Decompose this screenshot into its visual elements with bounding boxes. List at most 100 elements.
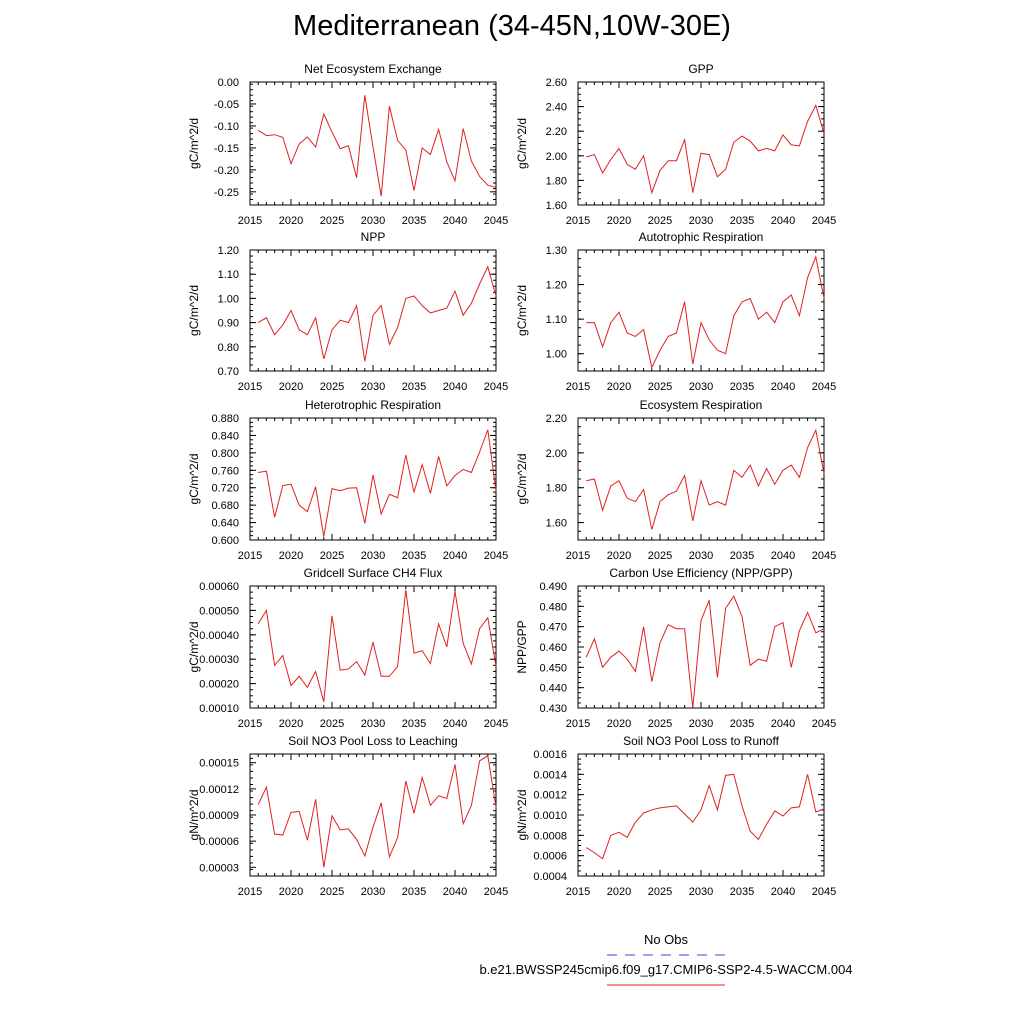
y-tick-label: -0.05 <box>214 99 239 111</box>
x-tick-label: 2025 <box>320 550 344 562</box>
x-tick-label: 2025 <box>320 718 344 730</box>
y-tick-label: 0.470 <box>539 622 567 634</box>
plot-frame <box>249 585 497 709</box>
x-tick-label: 2025 <box>648 886 672 898</box>
y-tick-label: 0.0008 <box>533 830 567 842</box>
x-tick-label: 2040 <box>443 550 467 562</box>
y-axis-label: gN/m^2/d <box>515 790 529 841</box>
y-tick-label: 0.460 <box>539 642 567 654</box>
chart-panel: Autotrophic Respiration gC/m^2/d 2015 2020 2… <box>515 230 836 393</box>
x-tick-label: 2040 <box>771 381 795 393</box>
x-tick-label: 2020 <box>607 381 631 393</box>
plot-frame <box>577 249 825 372</box>
x-tick-label: 2035 <box>402 215 426 227</box>
x-tick-label: 2035 <box>402 886 426 898</box>
panel-title: Heterotrophic Respiration <box>305 398 441 412</box>
panel-title: GPP <box>688 62 713 76</box>
series-line <box>586 104 825 195</box>
x-tick-label: 2020 <box>279 381 303 393</box>
chart-panel: Gridcell Surface CH4 Flux gC/m^2/d 2015 202… <box>187 566 508 730</box>
panel-title: Soil NO3 Pool Loss to Runoff <box>623 734 780 748</box>
y-tick-label: 2.00 <box>546 448 567 460</box>
y-tick-label: 0.800 <box>211 448 239 460</box>
x-tick-label: 2015 <box>566 215 590 227</box>
y-tick-label: 0.80 <box>218 342 239 354</box>
y-tick-label: 0.00050 <box>199 605 239 617</box>
series-line <box>586 428 825 530</box>
series-line <box>585 595 825 709</box>
x-tick-label: 2020 <box>607 550 631 562</box>
panel-title: Gridcell Surface CH4 Flux <box>304 566 443 580</box>
chart-panel: Net Ecosystem Exchange gC/m^2/d 2015 2020 20… <box>187 62 508 227</box>
x-tick-label: 2035 <box>402 381 426 393</box>
y-tick-label: 2.40 <box>546 102 567 114</box>
x-tick-label: 2015 <box>566 718 590 730</box>
y-axis-label: gC/m^2/d <box>187 285 201 336</box>
x-tick-label: 2020 <box>607 886 631 898</box>
x-tick-label: 2035 <box>402 718 426 730</box>
x-tick-label: 2025 <box>320 215 344 227</box>
y-axis-label: NPP/GPP <box>515 620 529 673</box>
x-tick-label: 2015 <box>238 550 262 562</box>
x-tick-label: 2030 <box>689 381 713 393</box>
y-axis-label: gC/m^2/d <box>187 622 201 673</box>
y-tick-label: 0.600 <box>211 535 239 547</box>
x-tick-label: 2045 <box>812 215 836 227</box>
plot-frame <box>249 753 497 877</box>
x-tick-label: 2030 <box>689 886 713 898</box>
y-tick-label: 0.0014 <box>533 769 567 781</box>
x-tick-label: 2025 <box>648 550 672 562</box>
series-line <box>257 95 497 197</box>
x-tick-label: 2015 <box>566 381 590 393</box>
y-tick-label: 0.840 <box>211 430 239 442</box>
y-tick-label: 0.00015 <box>199 758 239 770</box>
y-tick-label: 0.00003 <box>199 862 239 874</box>
y-axis-label: gC/m^2/d <box>515 285 529 336</box>
plot-frame <box>577 753 825 877</box>
chart-panel: Ecosystem Respiration gC/m^2/d 2015 2020 202… <box>515 398 836 562</box>
y-tick-label: 0.0004 <box>533 871 567 883</box>
y-tick-label: 1.20 <box>546 280 567 292</box>
plot-frame <box>577 417 825 541</box>
y-tick-label: 1.00 <box>546 349 567 361</box>
chart-panel: Soil NO3 Pool Loss to Runoff gN/m^2/d 2015… <box>515 734 836 898</box>
y-tick-label: 0.0012 <box>533 790 567 802</box>
panel-title: Carbon Use Efficiency (NPP/GPP) <box>609 566 792 580</box>
x-tick-label: 2030 <box>361 718 385 730</box>
y-tick-label: 1.60 <box>546 200 567 212</box>
x-tick-label: 2030 <box>361 215 385 227</box>
x-tick-label: 2045 <box>484 215 508 227</box>
y-axis-label: gC/m^2/d <box>515 118 529 169</box>
y-tick-label: 1.30 <box>546 245 567 257</box>
x-tick-label: 2045 <box>484 381 508 393</box>
y-tick-label: 0.480 <box>539 601 567 613</box>
x-tick-label: 2030 <box>361 381 385 393</box>
y-tick-label: -0.15 <box>214 143 239 155</box>
panel-title: NPP <box>361 230 386 244</box>
y-tick-label: 0.880 <box>211 413 239 425</box>
x-tick-label: 2045 <box>484 886 508 898</box>
y-tick-label: 0.0016 <box>533 749 567 761</box>
y-tick-label: 2.20 <box>546 413 567 425</box>
y-tick-label: 1.80 <box>546 483 567 495</box>
y-tick-label: 1.20 <box>218 245 239 257</box>
y-tick-label: 0.760 <box>211 465 239 477</box>
legend-no-obs-label: No Obs <box>643 932 689 947</box>
x-tick-label: 2020 <box>279 718 303 730</box>
y-tick-label: 2.60 <box>546 77 567 89</box>
x-tick-label: 2045 <box>484 550 508 562</box>
x-tick-label: 2045 <box>812 886 836 898</box>
y-tick-label: 0.440 <box>539 683 567 695</box>
x-tick-label: 2035 <box>402 550 426 562</box>
x-tick-label: 2015 <box>238 215 262 227</box>
y-tick-label: 0.00040 <box>199 630 239 642</box>
x-tick-label: 2020 <box>279 886 303 898</box>
y-tick-label: 0.00020 <box>199 679 239 691</box>
y-tick-label: 1.10 <box>546 314 567 326</box>
x-tick-label: 2045 <box>812 381 836 393</box>
x-tick-label: 2035 <box>730 886 754 898</box>
y-tick-label: 0.90 <box>218 318 239 330</box>
chart-panel: Carbon Use Efficiency (NPP/GPP) NPP/GPP 20… <box>515 566 836 730</box>
series-line <box>258 429 497 537</box>
